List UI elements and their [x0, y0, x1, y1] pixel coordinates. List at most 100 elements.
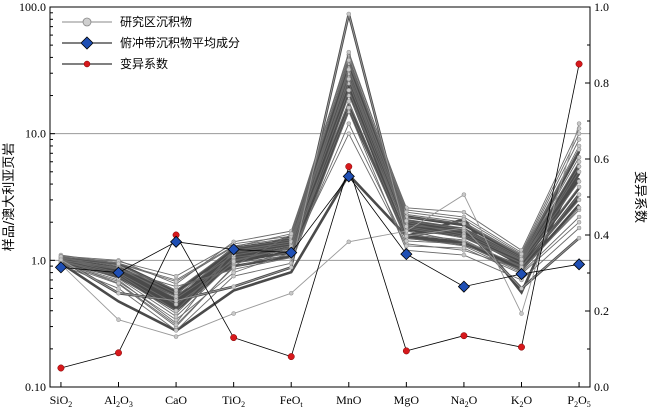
average-point [515, 267, 528, 281]
y-right-tick-label: 0.6 [594, 152, 609, 166]
cv-point [575, 60, 583, 68]
sample-point [288, 290, 294, 296]
sample-point [173, 288, 179, 293]
sample-point [116, 286, 121, 291]
sample-point [576, 214, 582, 220]
sample-point [461, 245, 467, 251]
sample-line [60, 123, 580, 338]
x-tick-label: SiO2 [50, 393, 73, 409]
average-series [54, 170, 586, 293]
sample-point [404, 233, 409, 239]
legend-marker [83, 60, 91, 68]
sample-point [173, 298, 179, 303]
sample-point [346, 67, 352, 72]
sample-line [60, 75, 580, 315]
sample-point [346, 99, 352, 104]
sample-point [404, 238, 409, 244]
sample-point [346, 105, 352, 111]
sample-point [173, 279, 179, 284]
sample-point [231, 284, 236, 289]
sample-point [576, 137, 582, 142]
cv-point [230, 334, 238, 342]
sample-point [576, 197, 582, 203]
average-point [457, 280, 470, 293]
y-right-tick-label: 0.0 [594, 380, 609, 394]
sample-envelope-line [60, 165, 581, 333]
sample-point [116, 317, 121, 322]
y-axis-left-title: 样品/澳大利亚页岩 [1, 143, 17, 251]
legend-marker [82, 17, 92, 27]
sample-point [404, 224, 409, 229]
sample-point [576, 169, 582, 175]
sample-point [576, 164, 582, 169]
sample-lines [58, 11, 582, 339]
sample-point [461, 221, 467, 226]
sample-point [576, 235, 582, 241]
y-right-tick-label: 0.8 [594, 76, 609, 90]
sample-point [173, 308, 179, 313]
cv-point [460, 332, 468, 340]
sample-point [576, 205, 582, 211]
sample-point [173, 322, 179, 328]
sample-point [116, 280, 121, 286]
cv-point [287, 353, 295, 361]
sample-line [60, 100, 580, 300]
average-point [170, 235, 183, 248]
x-tick-label: CaO [165, 393, 187, 407]
sample-point [576, 147, 582, 152]
sample-point [519, 256, 524, 262]
legend-item: 俯冲带沉积物平均成分 [62, 35, 240, 50]
sample-point [231, 311, 236, 316]
cv-line [60, 63, 580, 369]
sample-point [346, 76, 352, 82]
cv-point [57, 364, 65, 372]
legend-item: 研究区沉积物 [62, 14, 192, 29]
sample-point [461, 237, 467, 243]
sample-point [288, 231, 294, 237]
sample-point [346, 131, 352, 136]
sample-point [461, 241, 467, 247]
sample-point [346, 88, 352, 93]
average-point [285, 246, 298, 259]
sample-line [60, 110, 580, 331]
y-right-tick-label: 1.0 [594, 0, 609, 14]
legend-marker [80, 36, 94, 50]
y-left-tick-label: 10.0 [25, 127, 46, 141]
sample-point [173, 273, 179, 279]
y-axis-right-title: 变异系数 [632, 171, 648, 223]
average-point [342, 170, 355, 183]
cv-series [57, 60, 583, 372]
sample-point [576, 179, 582, 184]
sample-point [173, 314, 179, 319]
sample-point [519, 260, 524, 266]
sample-point [346, 49, 352, 55]
sample-point [404, 209, 409, 215]
x-tick-label: TiO2 [222, 393, 245, 409]
sample-point [576, 192, 582, 197]
sample-point [461, 252, 467, 258]
sample-line [60, 68, 580, 318]
sample-point [404, 218, 409, 224]
average-point [54, 261, 68, 274]
sample-point [461, 233, 467, 239]
sample-line [60, 132, 580, 321]
cv-point [115, 349, 122, 357]
sample-point [519, 311, 524, 316]
sample-line [60, 13, 580, 302]
sample-point [346, 121, 352, 126]
sample-point [116, 261, 121, 266]
y-left-tick-label: 1.0 [31, 253, 46, 267]
y-right-tick-label: 0.4 [594, 228, 609, 242]
sample-point [461, 209, 467, 215]
x-tick-label: Al2O3 [104, 393, 133, 409]
cv-point [518, 343, 525, 351]
sample-point [576, 121, 582, 126]
sample-point [519, 251, 524, 257]
average-point [112, 266, 125, 279]
sample-line [60, 53, 580, 328]
sample-point [461, 217, 467, 222]
sample-point [519, 286, 524, 291]
legend-label: 变异系数 [120, 56, 168, 71]
